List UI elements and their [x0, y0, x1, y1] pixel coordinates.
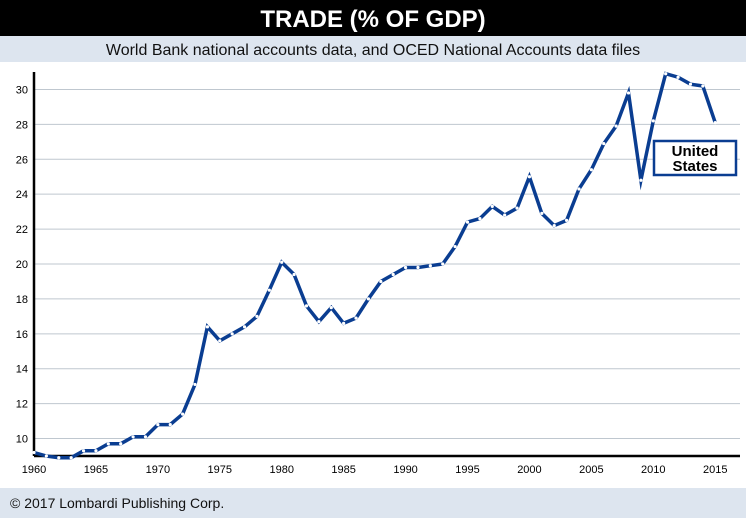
data-point-1992: [428, 264, 432, 268]
data-point-2000: [527, 175, 532, 179]
data-point-1981: [292, 272, 296, 277]
data-point-1968: [131, 435, 135, 439]
data-point-1969: [143, 435, 148, 439]
footer-bar: [0, 488, 746, 518]
x-tick-label-2005: 2005: [579, 464, 603, 476]
data-point-1999: [515, 206, 519, 210]
data-point-1985: [342, 321, 346, 325]
data-point-2006: [602, 141, 606, 146]
data-point-1988: [379, 279, 383, 284]
y-tick-label-28: 28: [16, 119, 28, 131]
x-tick-labels: 1960 1965 1970 1975 1980 1985 1990 1995 2000 2005…: [22, 464, 728, 476]
data-point-2008: [626, 91, 631, 95]
data-point-1975: [218, 339, 222, 343]
data-point-1994: [453, 244, 457, 249]
data-point-2007: [614, 124, 618, 128]
legend-label-line-2: States: [672, 158, 717, 175]
copyright-text: © 2017 Lombardi Publishing Corp.: [10, 495, 224, 511]
data-point-1993: [441, 262, 445, 266]
data-point-2014: [701, 84, 705, 88]
x-tick-label-2000: 2000: [517, 464, 541, 476]
markers-group: [32, 72, 717, 460]
chart-title: TRADE (% OF GDP): [260, 6, 485, 33]
subtitle-bar: [0, 36, 746, 62]
data-point-1991: [416, 265, 420, 270]
gridlines: [34, 88, 740, 440]
data-point-1962: [57, 456, 61, 460]
chart-subtitle: World Bank national accounts data, and O…: [106, 42, 640, 59]
data-point-1974: [205, 325, 210, 329]
y-tick-label-16: 16: [16, 329, 28, 341]
data-point-1982: [304, 304, 309, 308]
data-point-1976: [230, 332, 234, 336]
data-point-2015: [713, 121, 717, 125]
data-point-1972: [181, 412, 185, 416]
data-point-1986: [354, 316, 358, 320]
data-point-1960: [32, 450, 36, 455]
data-point-2001: [540, 211, 544, 215]
data-point-1971: [168, 422, 172, 427]
data-point-1967: [119, 442, 123, 446]
data-point-2013: [688, 82, 693, 86]
data-point-1983: [317, 320, 321, 324]
data-point-1978: [255, 314, 259, 318]
y-tick-label-26: 26: [16, 154, 28, 166]
y-tick-label-30: 30: [16, 84, 28, 96]
x-tick-label-1960: 1960: [22, 464, 46, 476]
data-point-1970: [156, 422, 160, 427]
x-tick-label-1985: 1985: [331, 464, 355, 476]
y-tick-label-20: 20: [16, 259, 28, 271]
data-point-2005: [589, 168, 593, 172]
data-point-1977: [242, 325, 247, 329]
data-point-1997: [490, 204, 494, 208]
data-point-2011: [664, 72, 668, 76]
data-point-2002: [552, 224, 556, 228]
y-tick-labels: 10 12 14 16 18 20 22 24 26 28 30: [16, 84, 28, 445]
legend-box-frame: [652, 139, 738, 177]
axes: [32, 72, 740, 458]
data-point-1965: [94, 449, 98, 453]
data-point-1964: [81, 449, 86, 453]
data-point-1990: [403, 265, 408, 270]
data-point-1995: [465, 220, 470, 224]
data-point-1996: [478, 217, 482, 221]
data-point-1980: [280, 260, 284, 264]
data-point-2009: [639, 178, 643, 182]
data-point-1989: [391, 272, 395, 277]
data-point-2010: [651, 119, 655, 123]
y-tick-label-24: 24: [16, 189, 28, 201]
y-tick-label-12: 12: [16, 399, 28, 411]
x-tick-label-1995: 1995: [455, 464, 479, 476]
y-tick-label-18: 18: [16, 294, 28, 306]
x-tick-label-1975: 1975: [208, 464, 232, 476]
title-bar: [0, 0, 746, 36]
y-tick-label-14: 14: [16, 364, 28, 376]
y-tick-label-22: 22: [16, 224, 28, 236]
x-tick-label-2015: 2015: [703, 464, 727, 476]
legend-label-united-states: United States: [672, 143, 719, 175]
legend: United States: [652, 139, 738, 177]
series-line-united-states: [33, 71, 717, 460]
data-point-1984: [329, 306, 333, 310]
y-tick-label-10: 10: [16, 434, 28, 446]
data-point-1987: [366, 297, 371, 301]
series-group: [33, 71, 717, 460]
x-tick-label-2010: 2010: [641, 464, 665, 476]
x-tick-label-1980: 1980: [269, 464, 293, 476]
data-point-2012: [676, 75, 680, 79]
data-point-1966: [106, 442, 110, 446]
x-tick-label-1990: 1990: [393, 464, 417, 476]
data-point-1963: [69, 456, 73, 460]
data-point-1998: [503, 213, 507, 217]
data-point-2003: [564, 218, 569, 222]
x-tick-label-1965: 1965: [84, 464, 108, 476]
data-point-1961: [44, 454, 48, 458]
data-point-2004: [577, 187, 581, 191]
data-point-1979: [267, 288, 271, 292]
legend-label-line-1: United: [672, 143, 719, 160]
x-tick-label-1970: 1970: [146, 464, 170, 476]
data-point-1973: [193, 382, 197, 387]
